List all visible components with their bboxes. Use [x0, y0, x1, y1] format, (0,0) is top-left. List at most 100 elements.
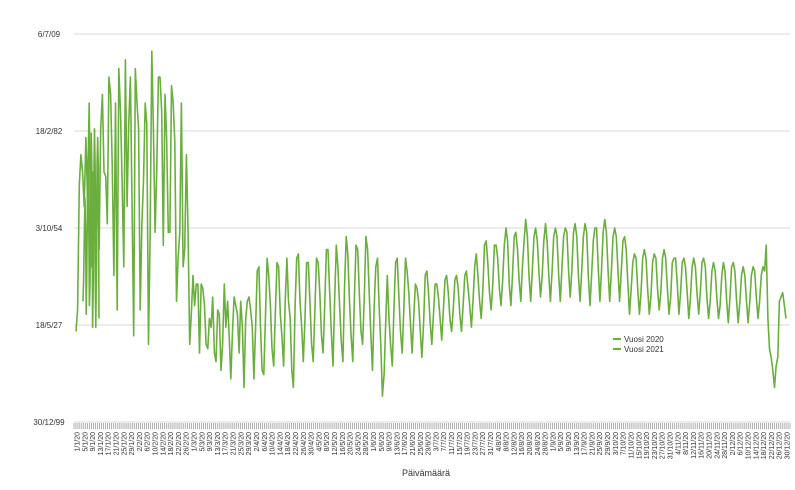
x-tick-label: 11/10/20: [628, 432, 635, 459]
x-tick-label: 13/6/20: [394, 432, 401, 455]
x-tick-label: 10/2/20: [153, 432, 160, 455]
x-tick-label: 21/1/20: [114, 432, 121, 455]
x-tick-label: 7/7/20: [441, 432, 448, 452]
x-tick-label: 23/7/20: [472, 432, 479, 455]
x-tick-label: 30/4/20: [309, 432, 316, 455]
x-tick-label: 16/11/20: [699, 432, 706, 459]
x-tick-label: 29/6/20: [426, 432, 433, 455]
x-tick-label: 24/5/20: [355, 432, 362, 455]
x-tick-label: 1/9/20: [550, 432, 557, 452]
x-tick-label: 23/10/20: [652, 432, 659, 459]
x-tick-label: 5/6/20: [379, 432, 386, 452]
x-tick-label: 22/2/20: [176, 432, 183, 455]
x-tick-label: 10/4/20: [270, 432, 277, 455]
x-tick-label: 20/11/20: [706, 432, 713, 459]
x-tick-label: 28/11/20: [722, 432, 729, 459]
gridlines: [74, 33, 790, 423]
x-tick-label: 13/1/20: [98, 432, 105, 455]
x-tick-label: 9/3/20: [207, 432, 214, 452]
x-tick-label: 8/5/20: [324, 432, 331, 452]
series-line: [75, 50, 787, 397]
x-tick-label: 2/4/20: [254, 432, 261, 452]
x-tick-label: 1/1/20: [75, 432, 82, 452]
x-tick-label: 4/5/20: [316, 432, 323, 452]
x-tick-label: 22/12/20: [769, 432, 776, 459]
x-tick-label: 18/12/20: [761, 432, 768, 459]
x-tick-label: 7/10/20: [621, 432, 628, 455]
x-tick-label: 18/4/20: [285, 432, 292, 455]
x-tick-label: 25/6/20: [418, 432, 425, 455]
x-tick-label: 8/11/20: [683, 432, 690, 455]
x-tick-label: 26/4/20: [301, 432, 308, 455]
x-tick-label: 21/3/20: [231, 432, 238, 455]
x-tick-label: 13/9/20: [574, 432, 581, 455]
x-tick-label: 12/5/20: [332, 432, 339, 455]
x-tick-label: 21/9/20: [589, 432, 596, 455]
x-tick-label: 31/7/20: [488, 432, 495, 455]
x-tick-label: 24/11/20: [714, 432, 721, 459]
y-tick-label: 3/10/54: [36, 224, 63, 233]
y-tick-label: 6/7/09: [38, 30, 61, 39]
x-tick-label: 16/8/20: [519, 432, 526, 455]
x-tick-label: 3/10/20: [613, 432, 620, 455]
x-axis: 1/1/20 5/1/20 9/1/20 13/1/20 17/1/20 21/1/20 2…: [73, 423, 792, 459]
x-tick-label: 21/6/20: [410, 432, 417, 455]
x-tick-label: 1/3/20: [192, 432, 199, 452]
x-tick-label: 25/1/20: [121, 432, 128, 455]
x-tick-label: 26/12/20: [777, 432, 784, 459]
x-tick-label: 12/8/20: [511, 432, 518, 455]
x-tick-label: 5/3/20: [199, 432, 206, 452]
x-tick-label: 18/2/20: [168, 432, 175, 455]
x-tick-label: 9/9/20: [566, 432, 573, 452]
x-tick-label: 4/11/20: [675, 432, 682, 455]
x-tick-label: 19/10/20: [644, 432, 651, 459]
y-axis-ticks: 6/7/09 18/2/82 3/10/54 18/5/27 30/12/99: [33, 30, 65, 427]
x-tick-label: 4/8/20: [496, 432, 503, 452]
x-tick-label: 10/12/20: [745, 432, 752, 459]
x-tick-label: 25/9/20: [597, 432, 604, 455]
y-tick-label: 30/12/99: [33, 418, 65, 427]
x-tick-label: 6/12/20: [738, 432, 745, 455]
x-tick-label: 9/6/20: [387, 432, 394, 452]
legend-label: Vuosi 2020: [624, 335, 664, 344]
x-tick-label: 17/9/20: [582, 432, 589, 455]
y-tick-label: 18/2/82: [36, 127, 63, 136]
x-tick-label: 5/1/20: [82, 432, 89, 452]
x-tick-label: 16/5/20: [340, 432, 347, 455]
legend-label: Vuosi 2021: [624, 345, 664, 354]
x-tick-label: 28/8/20: [543, 432, 550, 455]
x-tick-label: 17/1/20: [106, 432, 113, 455]
x-tick-label: 12/11/20: [691, 432, 698, 459]
x-tick-label: 19/7/20: [465, 432, 472, 455]
x-tick-label: 14/12/20: [753, 432, 760, 459]
x-axis-label: Päivämäärä: [402, 468, 450, 478]
x-tick-label: 24/8/20: [535, 432, 542, 455]
x-tick-label: 27/10/20: [660, 432, 667, 459]
x-tick-label: 25/3/20: [238, 432, 245, 455]
x-tick-label: 29/9/20: [605, 432, 612, 455]
series-line: [82, 128, 100, 328]
x-tick-label: 1/6/20: [371, 432, 378, 452]
x-tick-label: 3/7/20: [433, 432, 440, 452]
x-tick-label: 27/7/20: [480, 432, 487, 455]
x-tick-label: 6/4/20: [262, 432, 269, 452]
x-tick-label: 29/1/20: [129, 432, 136, 455]
x-tick-label: 2/2/20: [137, 432, 144, 452]
x-tick-label: 5/9/20: [558, 432, 565, 452]
x-tick-label: 20/5/20: [348, 432, 355, 455]
x-tick-label: 13/3/20: [215, 432, 222, 455]
x-tick-label: 2/12/20: [730, 432, 737, 455]
x-tick-label: 28/5/20: [363, 432, 370, 455]
x-tick-label: 30/12/20: [785, 432, 792, 459]
x-tick-label: 9/1/20: [90, 432, 97, 452]
x-tick-label: 20/8/20: [527, 432, 534, 455]
x-tick-label: 14/2/20: [160, 432, 167, 455]
x-tick-label: 15/7/20: [457, 432, 464, 455]
x-tick-label: 17/3/20: [223, 432, 230, 455]
x-tick-label: 31/10/20: [667, 432, 674, 459]
x-tick-label: 26/2/20: [184, 432, 191, 455]
x-tick-label: 8/8/20: [504, 432, 511, 452]
series-lines: [75, 50, 787, 397]
